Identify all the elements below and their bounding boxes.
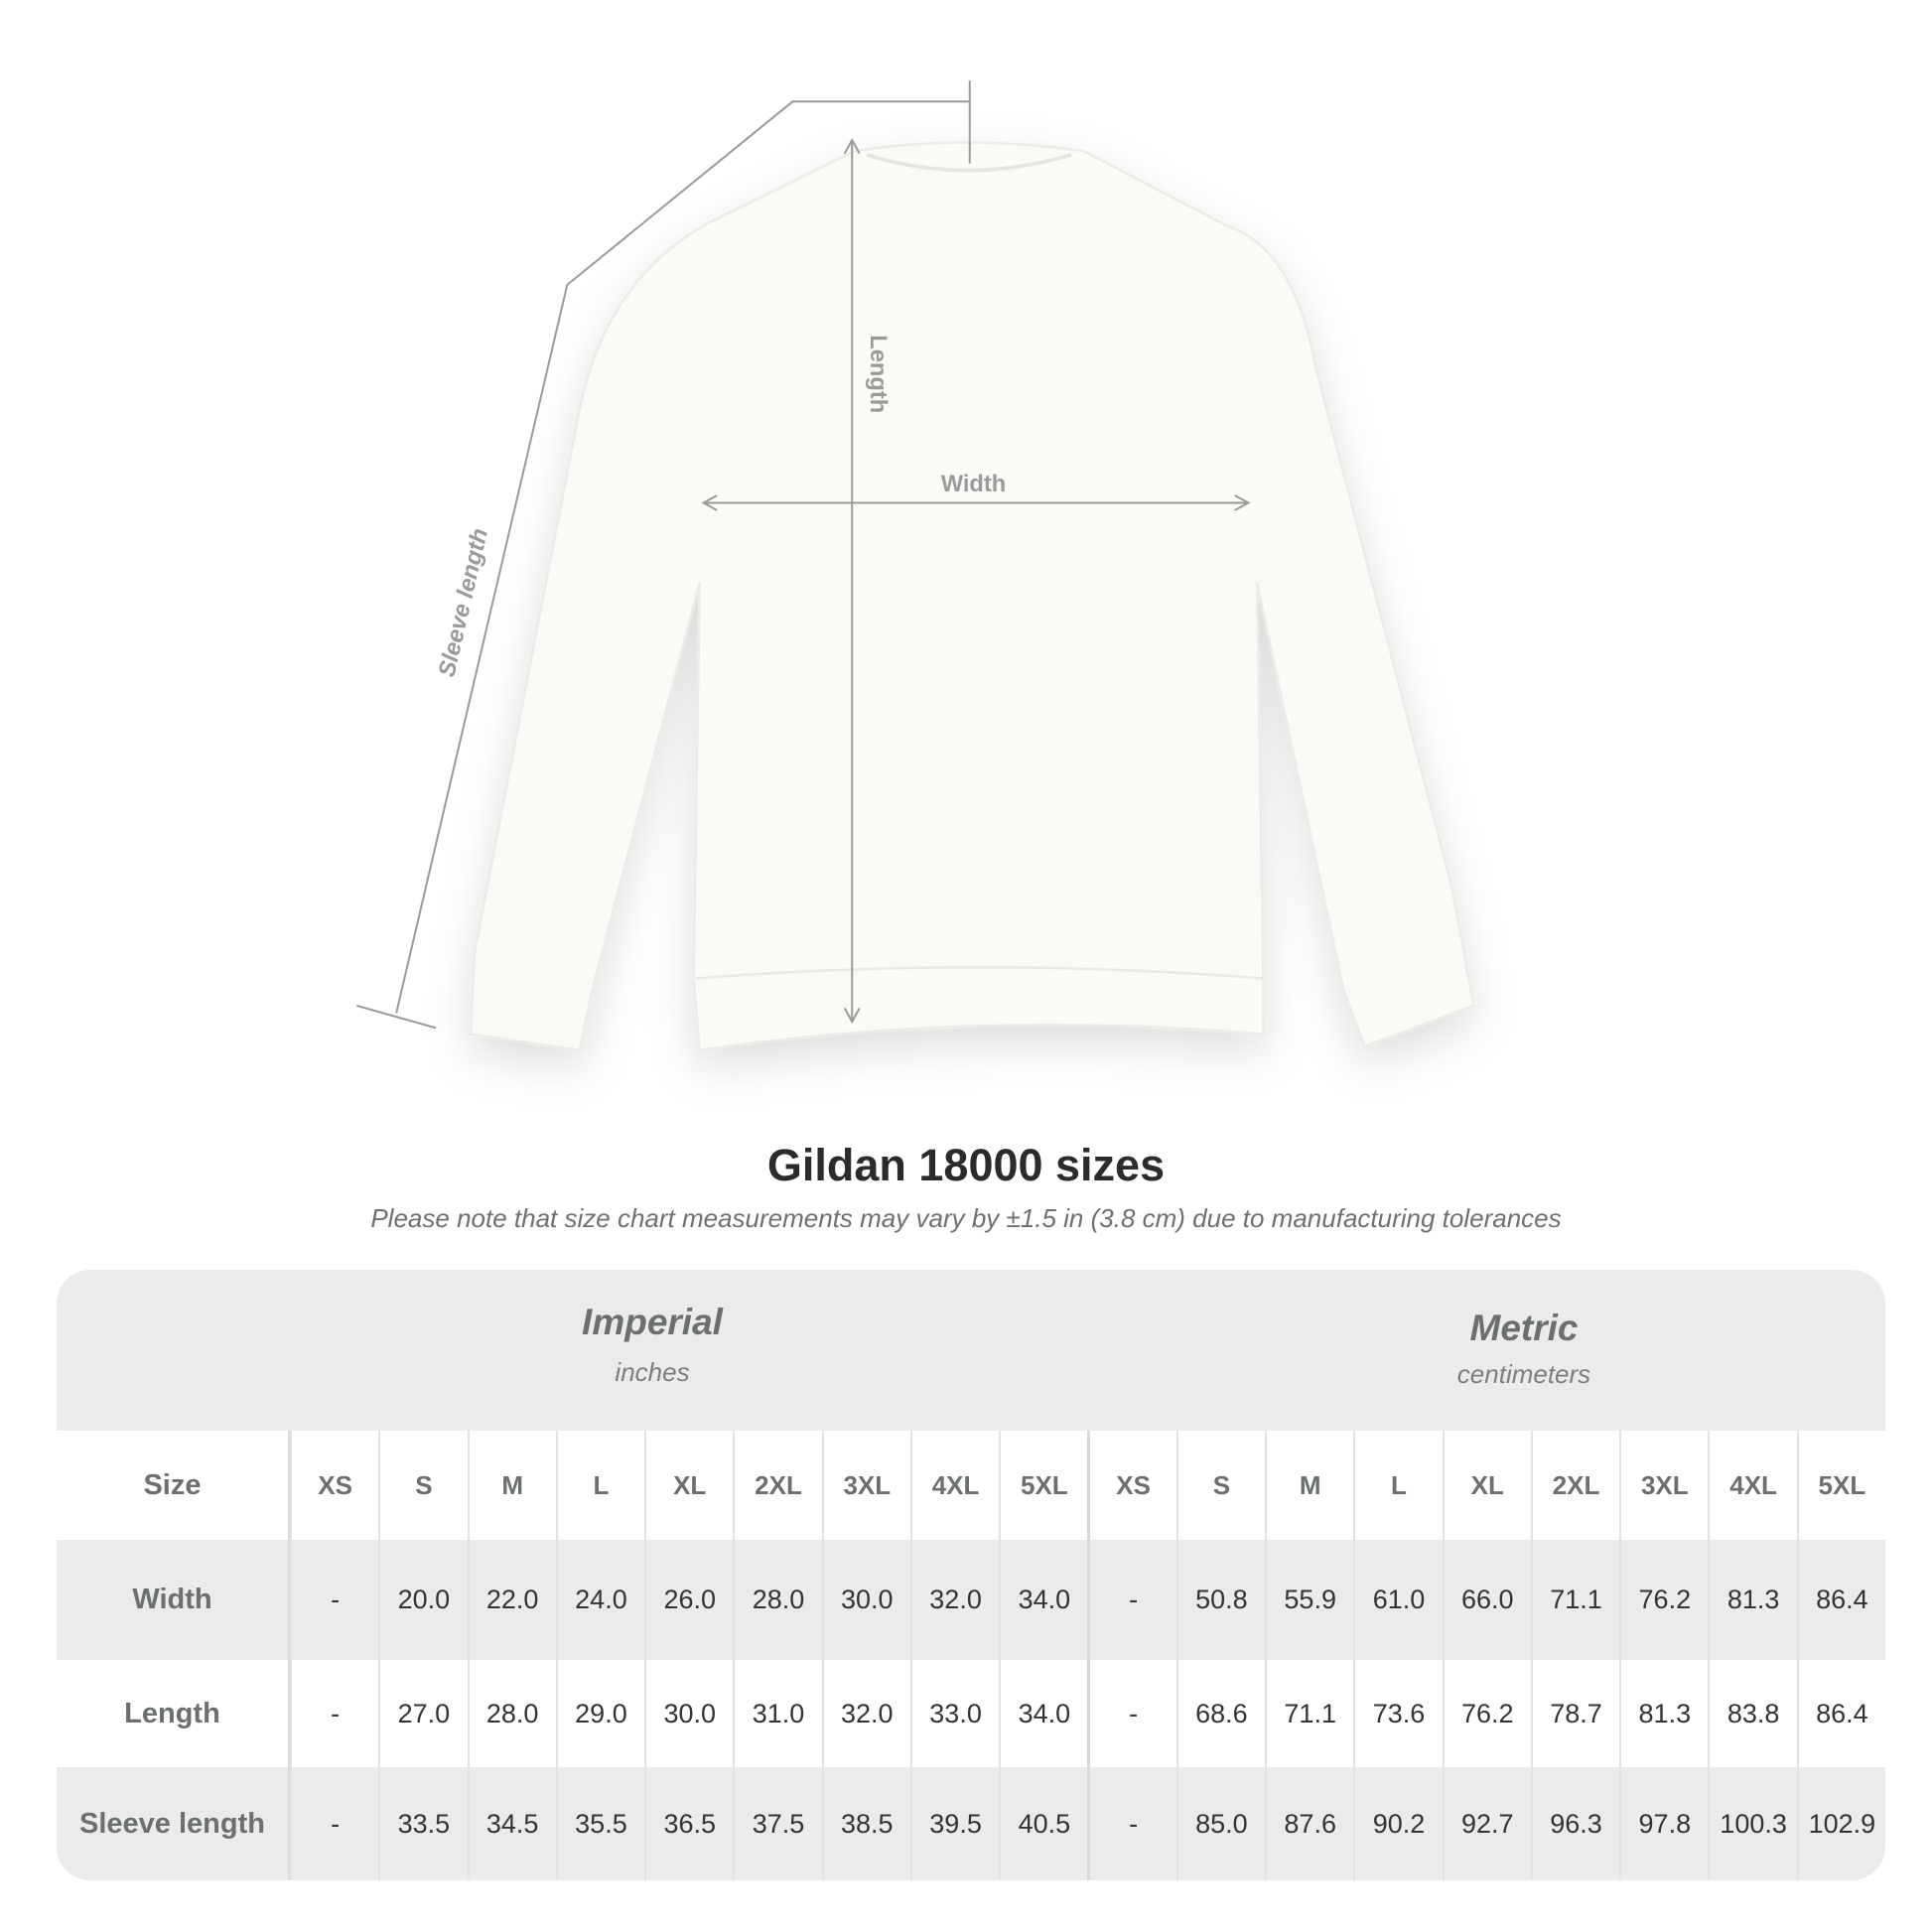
metric-value-cell: 55.9 [1265, 1540, 1353, 1660]
metric-value-cell: - [1087, 1767, 1175, 1880]
metric-value-cell: 92.7 [1442, 1767, 1531, 1880]
metric-title: Metric [1469, 1308, 1579, 1348]
size-header-cell: XL [644, 1431, 733, 1540]
imperial-value-cell: 35.5 [555, 1767, 644, 1880]
size-header-cell: XL [1442, 1431, 1531, 1540]
imperial-value-cell: 40.5 [999, 1767, 1087, 1880]
size-header-cell: 5XL [1796, 1431, 1885, 1540]
size-header-cell: L [1353, 1431, 1442, 1540]
imperial-value-cell: 32.0 [909, 1540, 999, 1660]
metric-header: Metric centimeters [1176, 1308, 1871, 1390]
size-header-cell: S [1175, 1431, 1265, 1540]
metric-value-cell: 71.1 [1530, 1540, 1619, 1660]
size-header-cell: XS [1087, 1431, 1175, 1540]
metric-value-cell: 73.6 [1353, 1660, 1442, 1767]
metric-value-cell: 100.3 [1708, 1767, 1796, 1880]
imperial-value-cell: 32.0 [821, 1660, 910, 1767]
metric-value-cell: - [1087, 1540, 1175, 1660]
imperial-value-cell: 38.5 [821, 1767, 910, 1880]
table-row: Sleeve length -33.5 34.5 35.5 36.5 37.5 38.5 39… [57, 1767, 1885, 1880]
row-label: Size [57, 1431, 290, 1540]
imperial-value-cell: 28.0 [467, 1660, 556, 1767]
imperial-value-cell: 20.0 [378, 1540, 467, 1660]
imperial-value-cell: - [289, 1660, 378, 1767]
metric-value-cell: 81.3 [1619, 1660, 1708, 1767]
size-header-cell: 2XL [733, 1431, 821, 1540]
metric-value-cell: 50.8 [1175, 1540, 1265, 1660]
imperial-value-cell: 29.0 [555, 1660, 644, 1767]
size-header-cell: M [1265, 1431, 1353, 1540]
imperial-value-cell: 30.0 [821, 1540, 910, 1660]
imperial-value-cell: 37.5 [733, 1767, 821, 1880]
size-header-cell: M [467, 1431, 556, 1540]
metric-value-cell: 71.1 [1265, 1660, 1353, 1767]
row-label: Length [57, 1660, 290, 1767]
table-row: Length -27.0 28.0 29.0 30.0 31.0 32.0 33.0 34.0-… [57, 1660, 1885, 1767]
size-header-cell: S [378, 1431, 467, 1540]
size-header-cell: 3XL [821, 1431, 910, 1540]
imperial-value-cell: 33.5 [378, 1767, 467, 1880]
size-header-cell: 4XL [909, 1431, 999, 1540]
metric-value-cell: 97.8 [1619, 1767, 1708, 1880]
row-label: Sleeve length [57, 1767, 290, 1880]
metric-value-cell: 68.6 [1175, 1660, 1265, 1767]
table-row: Width -20.0 22.0 24.0 26.0 28.0 30.0 32.0 34.0-5… [57, 1540, 1885, 1660]
table-header: Imperial inches Metric centimeters [57, 1270, 1885, 1431]
imperial-value-cell: 34.5 [467, 1767, 556, 1880]
width-label: Width [941, 472, 1007, 497]
metric-value-cell: 76.2 [1442, 1660, 1531, 1767]
metric-value-cell: 85.0 [1175, 1767, 1265, 1880]
metric-value-cell: 102.9 [1796, 1767, 1885, 1880]
metric-value-cell: 66.0 [1442, 1540, 1531, 1660]
metric-value-cell: 90.2 [1353, 1767, 1442, 1880]
sweater-image [469, 141, 1475, 1052]
imperial-value-cell: 39.5 [909, 1767, 999, 1880]
imperial-value-cell: 36.5 [644, 1767, 733, 1880]
size-table: Imperial inches Metric centimeters Size X… [57, 1270, 1885, 1880]
size-header-cell: 3XL [1619, 1431, 1708, 1540]
metric-value-cell: 78.7 [1530, 1660, 1619, 1767]
size-header-cell: 4XL [1708, 1431, 1796, 1540]
imperial-value-cell: - [289, 1767, 378, 1880]
metric-value-cell: 86.4 [1796, 1540, 1885, 1660]
imperial-value-cell: 27.0 [378, 1660, 467, 1767]
metric-value-cell: 96.3 [1530, 1767, 1619, 1880]
metric-value-cell: 61.0 [1353, 1540, 1442, 1660]
imperial-value-cell: 26.0 [644, 1540, 733, 1660]
size-header-row: Size XS S M L XL 2XL 3XL 4XL 5XL XS S M L XL 2XL 3XL 4XL 5… [57, 1431, 1885, 1540]
page-title: Gildan 18000 sizes [766, 1140, 1166, 1190]
size-header-cell: 2XL [1530, 1431, 1619, 1540]
imperial-title: Imperial [582, 1302, 723, 1342]
tolerance-note: Please note that size chart measurements… [370, 1203, 1562, 1233]
imperial-value-cell: - [289, 1540, 378, 1660]
row-label: Width [57, 1540, 290, 1660]
imperial-unit: inches [615, 1357, 690, 1387]
imperial-value-cell: 33.0 [909, 1660, 999, 1767]
size-header-cell: L [555, 1431, 644, 1540]
metric-value-cell: 83.8 [1708, 1660, 1796, 1767]
metric-value-cell: 87.6 [1265, 1767, 1353, 1880]
metric-value-cell: 76.2 [1619, 1540, 1708, 1660]
metric-value-cell: - [1087, 1660, 1175, 1767]
imperial-value-cell: 28.0 [733, 1540, 821, 1660]
imperial-value-cell: 30.0 [644, 1660, 733, 1767]
imperial-value-cell: 31.0 [733, 1660, 821, 1767]
metric-unit: centimeters [1456, 1359, 1591, 1389]
imperial-value-cell: 34.0 [999, 1660, 1087, 1767]
metric-value-cell: 81.3 [1708, 1540, 1796, 1660]
size-header-cell: XS [289, 1431, 378, 1540]
size-header-cell: 5XL [999, 1431, 1087, 1540]
imperial-value-cell: 24.0 [555, 1540, 644, 1660]
imperial-value-cell: 22.0 [467, 1540, 556, 1660]
sleeve-length-label: Sleeve length [434, 526, 493, 680]
metric-value-cell: 86.4 [1796, 1660, 1885, 1767]
imperial-value-cell: 34.0 [999, 1540, 1087, 1660]
length-label: Length [865, 335, 891, 413]
imperial-header: Imperial inches [305, 1302, 1000, 1388]
